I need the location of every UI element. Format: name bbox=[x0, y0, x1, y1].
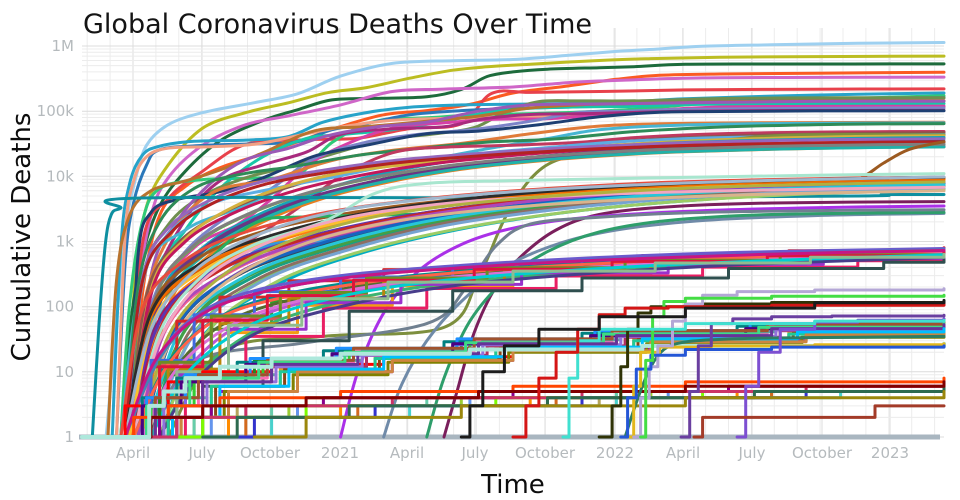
series-line[interactable] bbox=[132, 99, 946, 439]
series-line[interactable] bbox=[123, 140, 946, 439]
x-tick-label: July bbox=[461, 444, 489, 462]
y-tick-label: 10 bbox=[55, 363, 74, 381]
x-tick-label: April bbox=[666, 444, 700, 462]
series-line[interactable] bbox=[252, 390, 946, 439]
x-tick-label: October bbox=[240, 444, 301, 462]
y-tick-label: 1M bbox=[52, 37, 75, 55]
series-line[interactable] bbox=[623, 334, 946, 439]
series-line[interactable] bbox=[639, 293, 946, 439]
x-tick-label: April bbox=[390, 444, 424, 462]
series-line[interactable] bbox=[132, 142, 946, 439]
series-line[interactable] bbox=[140, 180, 946, 439]
series-line[interactable] bbox=[127, 134, 946, 439]
y-tick-label: 1k bbox=[56, 233, 75, 251]
y-tick-label: 10k bbox=[46, 167, 74, 185]
x-tick-label: July bbox=[188, 444, 216, 462]
series-line[interactable] bbox=[183, 384, 946, 439]
series-line[interactable] bbox=[123, 249, 946, 439]
series-line[interactable] bbox=[123, 175, 946, 439]
series-line[interactable] bbox=[632, 287, 946, 439]
series-line[interactable] bbox=[123, 54, 946, 439]
series-line[interactable] bbox=[339, 204, 946, 439]
series-line[interactable] bbox=[692, 404, 946, 439]
series-line[interactable] bbox=[597, 300, 946, 439]
y-tick-label: 100k bbox=[37, 102, 75, 120]
x-tick-label: April bbox=[116, 444, 150, 462]
series-line[interactable] bbox=[175, 384, 946, 439]
y-axis-tick-labels: 1 10 100 1k 10k 100k 1M bbox=[37, 37, 75, 446]
y-tick-label: 1 bbox=[64, 428, 74, 446]
series-line[interactable] bbox=[619, 344, 946, 439]
x-axis-title: Time bbox=[480, 470, 545, 500]
series-line[interactable] bbox=[140, 189, 946, 439]
series-line[interactable] bbox=[132, 172, 946, 439]
series-line[interactable] bbox=[80, 341, 946, 439]
chart-title: Global Coronavirus Deaths Over Time bbox=[83, 9, 592, 40]
series-line[interactable] bbox=[90, 192, 946, 439]
series-line[interactable] bbox=[459, 298, 946, 439]
series-line[interactable] bbox=[166, 384, 946, 439]
series-lines bbox=[80, 41, 946, 439]
series-line[interactable] bbox=[158, 384, 946, 439]
x-tick-label: October bbox=[792, 444, 853, 462]
x-tick-label: July bbox=[738, 444, 766, 462]
y-axis-title: Cumulative Deaths bbox=[7, 113, 37, 362]
x-tick-label: 2023 bbox=[871, 444, 909, 462]
series-line[interactable] bbox=[127, 109, 946, 439]
series-line[interactable] bbox=[123, 249, 946, 439]
x-tick-label: October bbox=[515, 444, 576, 462]
series-line[interactable] bbox=[132, 102, 946, 439]
y-tick-label: 100 bbox=[45, 298, 74, 316]
series-line[interactable] bbox=[149, 253, 946, 439]
series-line[interactable] bbox=[127, 75, 946, 439]
x-tick-label: 2022 bbox=[596, 444, 634, 462]
series-line[interactable] bbox=[201, 384, 946, 439]
series-line[interactable] bbox=[123, 137, 946, 439]
x-axis-tick-labels: April July October 2021 April July October 2022… bbox=[116, 444, 909, 462]
series-line[interactable] bbox=[132, 185, 946, 439]
x-tick-label: 2021 bbox=[321, 444, 359, 462]
